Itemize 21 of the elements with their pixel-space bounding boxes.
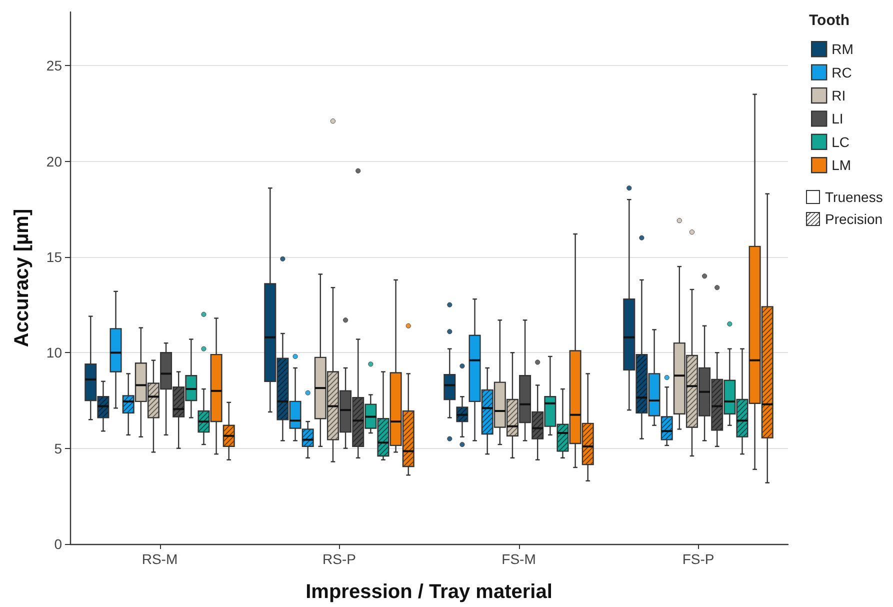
legend-label: RI (832, 88, 846, 104)
x-tick-label: RS-M (142, 551, 178, 567)
y-axis-title: Accuracy [µm] (11, 208, 33, 348)
legend-label: LC (832, 134, 850, 150)
x-tick-label: FS-P (682, 551, 714, 567)
text: Precision (825, 211, 883, 227)
legend-title: Tooth (809, 12, 850, 29)
x-axis-title: Impression / Tray material (306, 581, 552, 603)
legend-label: RM (832, 41, 854, 58)
legend-label: LI (832, 110, 844, 127)
y-tick-label: 15 (46, 248, 62, 265)
y-tick-label: 5 (54, 440, 62, 456)
text: Trueness (825, 189, 883, 205)
x-tick-label: FS-M (502, 551, 536, 567)
y-tick-label: 25 (46, 58, 62, 74)
y-tick-label: 10 (46, 344, 62, 361)
legend-label: RC (832, 64, 852, 80)
y-tick-label: 0 (54, 536, 62, 552)
y-tick-label: 20 (46, 153, 62, 170)
legend-label: LM (832, 157, 852, 174)
x-tick-label: RS-P (322, 551, 356, 567)
